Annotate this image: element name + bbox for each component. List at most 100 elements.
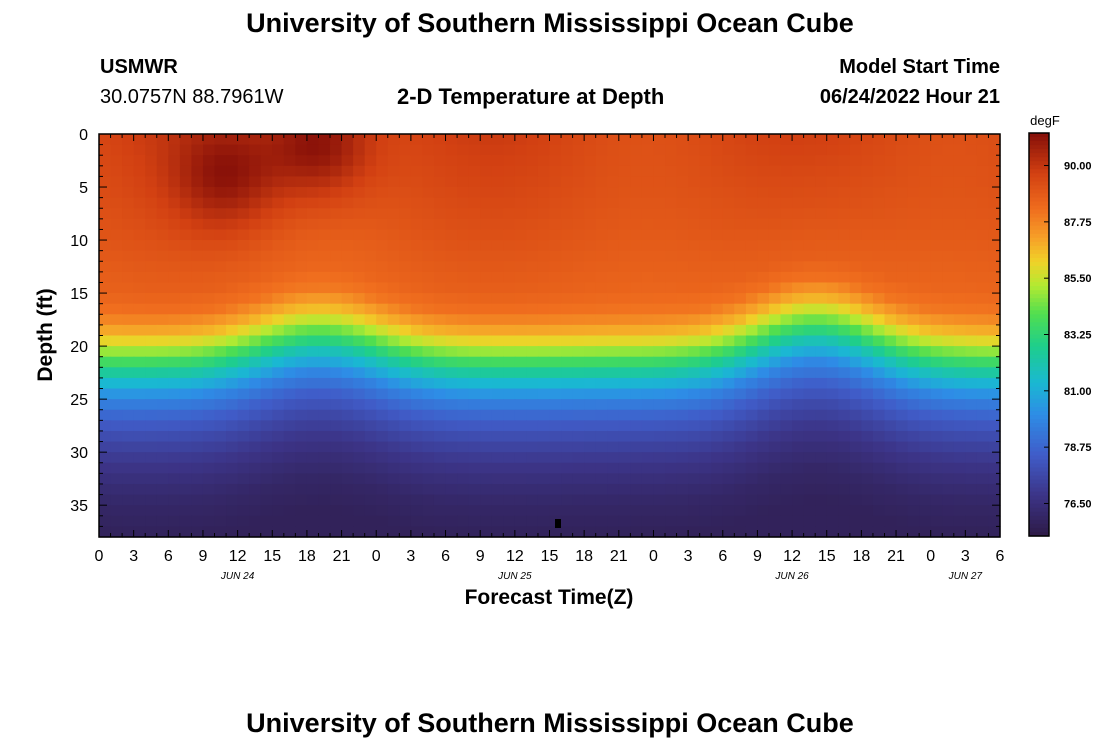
heatmap-cell	[272, 388, 285, 400]
heatmap-cell	[699, 356, 712, 368]
heatmap-cell	[896, 377, 909, 390]
heatmap-cell	[353, 250, 366, 262]
heatmap-cell	[745, 197, 759, 209]
heatmap-cell	[353, 165, 366, 178]
heatmap-cell	[110, 165, 123, 178]
heatmap-cell	[907, 229, 920, 241]
heatmap-cell	[722, 526, 735, 538]
heatmap-cell	[930, 335, 943, 347]
heatmap-cell	[976, 526, 990, 538]
heatmap-cell	[272, 335, 285, 347]
heatmap-cell	[722, 314, 735, 326]
heatmap-cell	[237, 505, 250, 517]
heatmap-cell	[930, 377, 943, 390]
heatmap-cell	[133, 430, 146, 443]
heatmap-cell	[630, 197, 643, 209]
heatmap-cell	[422, 367, 435, 379]
heatmap-cell	[179, 314, 193, 326]
heatmap-cell	[930, 197, 943, 209]
heatmap-cell	[491, 282, 504, 294]
heatmap-cell	[768, 356, 782, 368]
heatmap-cell	[803, 388, 816, 400]
heatmap-cell	[896, 473, 909, 485]
heatmap-cell	[306, 324, 320, 337]
heatmap-cell	[757, 218, 770, 231]
colorbar-segment	[1029, 447, 1049, 452]
heatmap-cell	[237, 483, 250, 496]
heatmap-cell	[514, 197, 527, 209]
heatmap-cell	[757, 452, 770, 464]
heatmap-cell	[953, 218, 966, 231]
heatmap-cell	[214, 144, 227, 156]
heatmap-cell	[272, 155, 285, 167]
heatmap-cell	[179, 165, 193, 178]
heatmap-cell	[561, 346, 574, 358]
heatmap-cell	[780, 303, 793, 315]
heatmap-cell	[630, 261, 643, 273]
heatmap-cell	[283, 505, 296, 517]
heatmap-cell	[653, 483, 666, 496]
heatmap-cell	[676, 515, 689, 527]
heatmap-cell	[641, 144, 655, 156]
heatmap-cell	[133, 335, 146, 347]
heatmap-cell	[364, 261, 377, 273]
heatmap-cell	[283, 483, 296, 496]
heatmap-cell	[792, 165, 805, 178]
heatmap-cell	[491, 420, 504, 432]
heatmap-cell	[99, 208, 112, 220]
heatmap-cell	[549, 494, 562, 506]
heatmap-cell	[595, 441, 608, 453]
heatmap-cell	[318, 526, 331, 538]
heatmap-cell	[480, 229, 493, 241]
heatmap-cell	[191, 314, 204, 326]
heatmap-cell	[896, 346, 909, 358]
heatmap-cell	[295, 462, 308, 474]
heatmap-cell	[907, 409, 920, 421]
heatmap-cell	[202, 197, 216, 209]
heatmap-cell	[768, 229, 782, 241]
heatmap-cell	[641, 187, 655, 199]
heatmap-cell	[549, 250, 562, 262]
heatmap-cell	[584, 261, 597, 273]
heatmap-cell	[884, 335, 897, 347]
heatmap-cell	[468, 367, 481, 379]
heatmap-cell	[896, 324, 909, 337]
heatmap-cell	[306, 356, 320, 368]
heatmap-cell	[930, 526, 943, 538]
heatmap-cell	[838, 250, 851, 262]
heatmap-cell	[872, 452, 886, 464]
heatmap-cell	[930, 176, 943, 188]
heatmap-cell	[133, 483, 146, 496]
heatmap-cell	[826, 282, 839, 294]
heatmap-cell	[919, 134, 932, 146]
heatmap-cell	[757, 293, 770, 305]
colorbar-segment	[1029, 169, 1049, 174]
heatmap-cell	[641, 155, 655, 167]
heatmap-cell	[803, 505, 816, 517]
heatmap-cell	[907, 271, 920, 284]
heatmap-cell	[711, 399, 724, 411]
colorbar-segment	[1029, 318, 1049, 324]
heatmap-cell	[561, 240, 574, 252]
heatmap-cell	[341, 208, 354, 220]
heatmap-cell	[433, 346, 447, 358]
heatmap-cell	[688, 388, 701, 400]
colorbar-segment	[1029, 459, 1049, 465]
heatmap-cell	[896, 409, 909, 421]
heatmap-cell	[688, 271, 701, 284]
heatmap-cell	[214, 187, 227, 199]
heatmap-cell	[815, 165, 828, 178]
heatmap-cell	[364, 441, 377, 453]
heatmap-cell	[780, 261, 793, 273]
heatmap-cell	[618, 229, 631, 241]
heatmap-cell	[226, 388, 239, 400]
heatmap-cell	[226, 409, 239, 421]
heatmap-cell	[665, 250, 678, 262]
heatmap-cell	[422, 526, 435, 538]
heatmap-cell	[306, 420, 320, 432]
heatmap-cell	[226, 462, 239, 474]
heatmap-cell	[514, 409, 527, 421]
heatmap-cell	[214, 515, 227, 527]
heatmap-cell	[699, 187, 712, 199]
heatmap-cell	[422, 282, 435, 294]
